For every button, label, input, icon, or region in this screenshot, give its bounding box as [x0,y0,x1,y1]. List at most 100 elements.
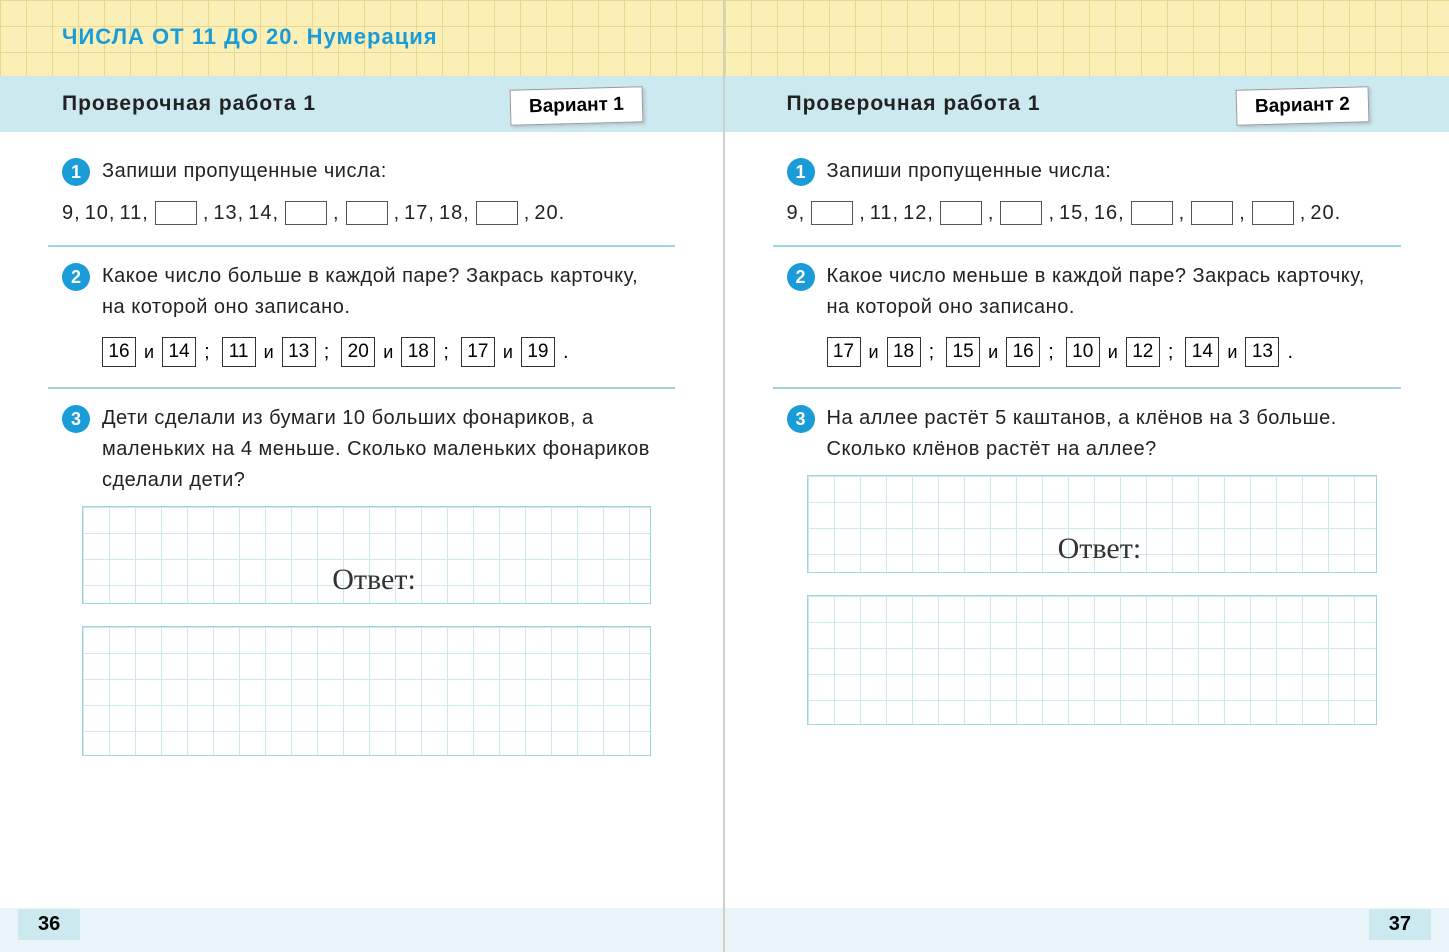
sequence-token: , [394,202,401,225]
blank-box[interactable] [285,201,327,225]
blank-box[interactable] [1000,201,1042,225]
number-card[interactable]: 14 [162,337,196,367]
sequence-token: , [1239,202,1246,225]
sequence-token: , [524,202,531,225]
task-text: Какое число больше в каждой паре? Закрас… [102,261,661,323]
blank-box[interactable] [811,201,853,225]
separator: ; [324,341,330,364]
variant-tag-left: Вариант 1 [509,86,643,125]
number-card[interactable]: 12 [1126,337,1160,367]
sequence-token: 15, [1059,202,1090,225]
conjunction: и [383,342,393,363]
page-number-left: 36 [18,909,80,940]
blank-box[interactable] [1131,201,1173,225]
work-title-left: Проверочная работа 1 [62,92,316,116]
footer-strip [725,908,1449,952]
content-left: 1 Запиши пропущенные числа: 9, 10, 11, ,… [48,148,675,892]
answer-grid-right[interactable]: Ответ: [807,475,1378,573]
number-card[interactable]: 14 [1185,337,1219,367]
task-num-badge: 3 [62,405,90,433]
task-2-right: 2 Какое число меньше в каждой паре? Закр… [773,253,1402,379]
number-card[interactable]: 19 [521,337,555,367]
blank-box[interactable] [1252,201,1294,225]
conjunction: и [503,342,513,363]
sequence-token: , [859,202,866,225]
task-num-badge: 3 [787,405,815,433]
sequence-token: 20. [1310,202,1341,225]
answer-grid-left[interactable]: Ответ: [82,506,651,604]
pair-row-right[interactable]: 17и18;15и16;10и12;14и13. [787,337,1388,367]
spare-grid-left[interactable] [82,626,651,756]
separator: . [1287,341,1293,364]
divider [773,387,1402,389]
sequence-token: 17, [404,202,435,225]
task-3-left: 3 Дети сделали из бумаги 10 больших фона… [48,395,675,768]
sequence-token: 12, [903,202,934,225]
number-card[interactable]: 18 [887,337,921,367]
sequence-token: 9, [62,202,81,225]
sequence-token: 20. [534,202,565,225]
number-card[interactable]: 16 [102,337,136,367]
workbook-spread: ЧИСЛА ОТ 11 ДО 20. Нумерация Проверочная… [0,0,1449,952]
separator: . [563,341,569,364]
blank-box[interactable] [476,201,518,225]
blank-box[interactable] [155,201,197,225]
sequence-row-right[interactable]: 9, , 11, 12, , , 15, 16, , , , 20. [787,201,1388,225]
divider [773,245,1402,247]
sequence-token: , [333,202,340,225]
task-num-badge: 2 [62,263,90,291]
number-card[interactable]: 20 [341,337,375,367]
number-card[interactable]: 15 [946,337,980,367]
separator: ; [204,341,210,364]
number-card[interactable]: 13 [1245,337,1279,367]
number-card[interactable]: 10 [1066,337,1100,367]
number-card[interactable]: 17 [461,337,495,367]
sequence-token: 11, [120,202,149,225]
conjunction: и [1108,342,1118,363]
sequence-token: 14, [248,202,279,225]
page-left: ЧИСЛА ОТ 11 ДО 20. Нумерация Проверочная… [0,0,725,952]
number-card[interactable]: 11 [222,337,256,367]
conjunction: и [869,342,879,363]
answer-label: Ответ: [332,563,416,597]
sequence-token: , [203,202,210,225]
divider [48,245,675,247]
chapter-title: ЧИСЛА ОТ 11 ДО 20. Нумерация [62,24,438,50]
answer-label: Ответ: [1058,532,1142,566]
separator: ; [929,341,935,364]
page-right: Проверочная работа 1 Вариант 2 1 Запиши … [725,0,1449,952]
task-3-right: 3 На аллее растёт 5 каштанов, а клёнов н… [773,395,1402,737]
blank-box[interactable] [940,201,982,225]
number-card[interactable]: 13 [282,337,316,367]
sequence-token: 16, [1094,202,1125,225]
variant-tag-right: Вариант 2 [1236,86,1370,125]
separator: ; [1048,341,1054,364]
sequence-token: 10, [85,202,116,225]
task-text: Запиши пропущенные числа: [827,156,1112,187]
blank-box[interactable] [346,201,388,225]
task-1-right: 1 Запиши пропущенные числа: 9, , 11, 12,… [773,148,1402,237]
task-text: Дети сделали из бумаги 10 больших фонари… [102,403,661,496]
sequence-token: 9, [787,202,806,225]
sequence-token: 18, [439,202,470,225]
number-card[interactable]: 16 [1006,337,1040,367]
sequence-token: 11, [870,202,899,225]
separator: ; [443,341,449,364]
footer-strip [0,908,723,952]
task-1-left: 1 Запиши пропущенные числа: 9, 10, 11, ,… [48,148,675,237]
top-grid-bg [725,0,1449,76]
pair-row-left[interactable]: 16и14;11и13;20и18;17и19. [62,337,661,367]
sequence-token: , [1048,202,1055,225]
number-card[interactable]: 17 [827,337,861,367]
conjunction: и [144,342,154,363]
spare-grid-right[interactable] [807,595,1378,725]
sequence-token: 13, [213,202,244,225]
number-card[interactable]: 18 [401,337,435,367]
task-num-badge: 1 [787,158,815,186]
conjunction: и [988,342,998,363]
sequence-token: , [1300,202,1307,225]
task-text: Запиши пропущенные числа: [102,156,387,187]
sequence-row-left[interactable]: 9, 10, 11, , 13, 14, , , 17, 18, , 20. [62,201,661,225]
task-2-left: 2 Какое число больше в каждой паре? Закр… [48,253,675,379]
blank-box[interactable] [1191,201,1233,225]
